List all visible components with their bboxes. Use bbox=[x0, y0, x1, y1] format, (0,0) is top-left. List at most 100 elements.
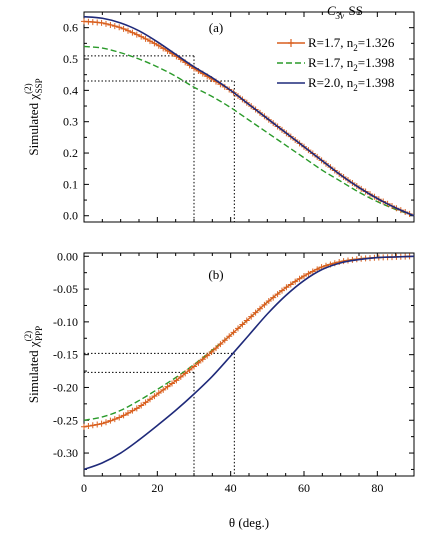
series-marker bbox=[107, 417, 114, 424]
legend-label-3: R=2.0, n2=1.398 bbox=[308, 75, 394, 93]
y-tick-label: -0.10 bbox=[53, 315, 78, 329]
y-axis-title-b: Simulated χ(2)PPP bbox=[23, 326, 44, 403]
series-marker bbox=[133, 405, 140, 412]
x-tick-label: 60 bbox=[298, 481, 310, 495]
series-marker bbox=[129, 29, 136, 36]
x-tick-label: 0 bbox=[81, 481, 87, 495]
series-marker bbox=[195, 359, 202, 366]
series-marker bbox=[125, 27, 131, 34]
series-marker bbox=[151, 40, 158, 47]
series-marker bbox=[287, 281, 294, 288]
series-marker bbox=[151, 393, 158, 400]
series-marker bbox=[133, 31, 140, 38]
series-marker bbox=[309, 268, 316, 275]
y-tick-label: 0.2 bbox=[63, 146, 78, 160]
series-marker bbox=[142, 35, 149, 42]
panel-b: 0 20 40 60 80 0.00 -0.05 -0.10 -0.15 -0.20 -0.25 -0… bbox=[53, 249, 415, 495]
series-marker bbox=[147, 38, 153, 45]
series-line-3 bbox=[83, 15, 415, 217]
series-marker bbox=[261, 301, 268, 308]
y-tick-label: 0.5 bbox=[63, 52, 78, 66]
series-marker bbox=[279, 287, 285, 294]
series-marker bbox=[301, 272, 307, 279]
y-tick-label: -0.30 bbox=[53, 446, 78, 460]
series-marker bbox=[94, 421, 101, 428]
series-line-3 bbox=[83, 255, 415, 471]
x-tick-label: 20 bbox=[151, 481, 163, 495]
series-marker bbox=[292, 278, 299, 285]
y-tick-label: 0.00 bbox=[57, 249, 78, 263]
plot-frame-b bbox=[83, 252, 415, 477]
y-axis-title-a: Simulated χ(2)SSP bbox=[23, 78, 44, 155]
series-marker bbox=[243, 317, 250, 324]
series-marker bbox=[125, 410, 131, 417]
series-marker bbox=[138, 402, 145, 409]
y-tick-label: 0.0 bbox=[63, 209, 78, 223]
series-marker bbox=[129, 407, 136, 414]
y-tick-label: -0.20 bbox=[53, 380, 78, 394]
series-line-1 bbox=[83, 255, 415, 428]
series-marker bbox=[138, 33, 145, 40]
series-marker bbox=[217, 341, 224, 348]
series-marker bbox=[111, 23, 118, 30]
series-marker bbox=[142, 399, 149, 406]
series-marker bbox=[186, 366, 193, 373]
panel-a: 0.0 0.1 0.2 0.3 0.4 0.5 0.6 (a) bbox=[63, 11, 415, 223]
y-tick-label: -0.25 bbox=[53, 413, 78, 427]
series-marker bbox=[177, 373, 184, 380]
series-marker bbox=[164, 383, 171, 390]
x-tick-label: 80 bbox=[371, 481, 383, 495]
series-marker bbox=[265, 298, 272, 305]
series-marker bbox=[305, 270, 312, 277]
y-tick-label: 0.6 bbox=[63, 21, 78, 35]
series-marker bbox=[98, 19, 105, 26]
legend-title: C3v-SS bbox=[327, 3, 363, 21]
series-marker bbox=[230, 329, 237, 336]
series-marker bbox=[85, 423, 92, 430]
x-axis-title: θ (deg.) bbox=[229, 515, 269, 530]
series-marker bbox=[257, 305, 263, 312]
series-marker bbox=[120, 412, 127, 419]
legend-label-2: R=1.7, n2=1.398 bbox=[308, 55, 394, 73]
y-tick-label: 0.3 bbox=[63, 115, 78, 129]
panel-label-a: (a) bbox=[209, 20, 223, 35]
series-marker bbox=[98, 420, 105, 427]
x-tick-label: 40 bbox=[225, 481, 237, 495]
series-marker bbox=[239, 321, 246, 328]
series-marker bbox=[235, 325, 241, 332]
series-line-1 bbox=[83, 20, 415, 217]
series-marker bbox=[191, 363, 197, 370]
y-tick-label: 0.1 bbox=[63, 177, 78, 191]
series-marker bbox=[81, 423, 87, 430]
series-line-2 bbox=[83, 45, 415, 217]
series-marker bbox=[120, 25, 127, 32]
y-tick-label: -0.15 bbox=[53, 348, 78, 362]
legend-marker bbox=[288, 39, 294, 47]
series-marker bbox=[283, 284, 290, 291]
y-tick-label: -0.05 bbox=[53, 282, 78, 296]
series-marker bbox=[89, 422, 96, 429]
series-marker bbox=[270, 294, 277, 301]
series-marker bbox=[169, 380, 175, 387]
panel-label-b: (b) bbox=[208, 267, 223, 282]
series-marker bbox=[248, 313, 255, 320]
series-marker bbox=[226, 333, 233, 340]
series-marker bbox=[107, 22, 114, 29]
series-marker bbox=[103, 20, 109, 27]
series-marker bbox=[296, 275, 303, 282]
series-marker bbox=[252, 309, 259, 316]
series-marker bbox=[274, 291, 281, 298]
legend-label-1: R=1.7, n2=1.326 bbox=[308, 35, 395, 53]
series-marker bbox=[155, 389, 162, 396]
series-marker bbox=[199, 356, 206, 363]
series-marker bbox=[182, 370, 189, 377]
series-marker bbox=[221, 337, 228, 344]
series-marker bbox=[116, 24, 123, 31]
series-marker bbox=[116, 414, 123, 421]
series-line-2 bbox=[83, 255, 415, 421]
series-marker bbox=[160, 386, 167, 393]
legend: C3v-SS R=1.7, n2=1.326 R=1.7, n2=1.398 R=2.… bbox=[277, 3, 395, 93]
y-tick-label: 0.4 bbox=[63, 83, 78, 97]
series-marker bbox=[213, 345, 219, 352]
